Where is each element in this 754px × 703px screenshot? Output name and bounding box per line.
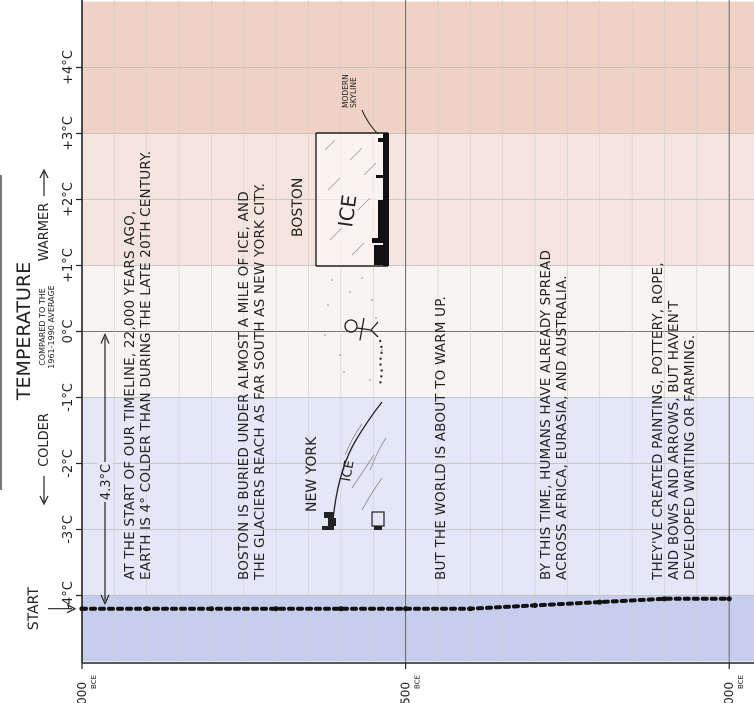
- start-arrowhead: [66, 604, 77, 614]
- boston-ice-illustration: [315, 109, 389, 267]
- data-point: [661, 596, 668, 602]
- y-axis-subtitle: COMPARED TO THE: [38, 288, 47, 366]
- warmer-arrowhead: [39, 168, 49, 179]
- data-point: [532, 602, 538, 609]
- new-york-glacier-illustration: [322, 401, 387, 530]
- y-tick-label: +4°C: [61, 50, 76, 85]
- temperature-band: [82, 199, 754, 266]
- data-point: [208, 606, 215, 612]
- data-point: [273, 606, 279, 612]
- ice-label: ICE: [333, 193, 361, 229]
- annotation-line: AND BOWS AND ARROWS, BUT HAVEN'T: [666, 300, 682, 580]
- data-point: [597, 599, 603, 605]
- temperature-band: [82, 133, 754, 200]
- stick-figure-on-ice: [324, 277, 384, 386]
- temperature-band: [82, 67, 754, 134]
- data-point: [726, 596, 732, 602]
- temperature-band: [82, 331, 754, 398]
- temperature-band: [82, 529, 754, 596]
- temperature-bands: [82, 1, 754, 662]
- y-tick-label: -3°C: [61, 515, 76, 544]
- x-tick-era: BCE: [90, 675, 98, 689]
- annotation-line: BUT THE WORLD IS ABOUT TO WARM UP.: [433, 296, 449, 580]
- chart-labels: +4°C +3°C +2°C +1°C 0°C -1°C -2°C -3°C -4°C TEMPE…: [0, 50, 745, 703]
- y-axis-subtitle: 1961-1990 AVERAGE: [47, 285, 56, 368]
- gap-arrowhead-top: [100, 333, 110, 344]
- x-tick-label: 19000: [722, 682, 736, 703]
- temperature-band: [82, 265, 754, 332]
- new-york-skyline: [322, 512, 336, 530]
- annotation-line: BOSTON IS BURIED UNDER ALMOST A MILE OF …: [236, 191, 252, 580]
- annotation-line: BY THIS TIME, HUMANS HAVE ALREADY SPREAD: [538, 250, 554, 580]
- y-tick-label: -4°C: [61, 581, 76, 610]
- warmer-label: WARMER: [37, 203, 52, 262]
- gap-arrowhead-bottom: [100, 594, 110, 606]
- y-tick-label: +3°C: [61, 116, 76, 151]
- colder-arrowhead: [39, 495, 49, 506]
- x-tick-era: BCE: [414, 675, 422, 689]
- y-tick-label: +1°C: [61, 248, 76, 283]
- annotation-line: THEY'VE CREATED PAINTING, POTTERY, ROPE,: [650, 262, 666, 581]
- boston-label: BOSTON: [290, 178, 306, 237]
- y-axis-title: TEMPERATURE: [13, 262, 35, 401]
- skyline-label: MODERN: [341, 74, 350, 108]
- skyline-label: SKYLINE: [349, 77, 358, 108]
- temperature-band: [82, 397, 754, 464]
- y-tick-label: -1°C: [61, 383, 76, 412]
- annotation-line: EARTH IS 4° COLDER THAN DURING THE LATE …: [138, 151, 154, 580]
- annotation-line: THE GLACIERS REACH AS FAR SOUTH AS NEW Y…: [252, 183, 268, 581]
- annotation-line: DEVELOPED WRITING OR FARMING.: [682, 335, 698, 580]
- temperature-band: [82, 463, 754, 530]
- new-york-label: NEW YORK: [304, 436, 320, 512]
- chart-marks: [79, 596, 732, 612]
- gap-label-bg: [97, 462, 113, 502]
- gap-label: 4.3°C: [99, 464, 114, 500]
- y-tick-label: -2°C: [61, 449, 76, 478]
- data-point: [79, 606, 85, 612]
- x-tick-era: BCE: [737, 675, 745, 689]
- data-point: [403, 606, 409, 612]
- annotation-line: ACROSS AFRICA, EURASIA, AND AUSTRALIA.: [554, 275, 570, 580]
- start-label: START: [26, 587, 42, 631]
- x-tick-label: 20000: [75, 682, 89, 703]
- y-tick-label: 0°C: [61, 320, 76, 344]
- data-point: [338, 606, 344, 612]
- annotation-line: AT THE START OF OUR TIMELINE, 22,000 YEA…: [122, 211, 138, 580]
- skyline-silhouette: [372, 133, 389, 266]
- chart-grid: [81, 0, 754, 663]
- data-point: [144, 606, 150, 612]
- y-tick-label: +2°C: [61, 182, 76, 217]
- x-tick-label: 19500: [399, 682, 413, 703]
- colder-label: COLDER: [37, 413, 52, 467]
- temperature-band: [82, 1, 754, 68]
- ice-label: ICE: [339, 459, 357, 482]
- data-point: [467, 606, 473, 612]
- temperature-band: [82, 595, 754, 662]
